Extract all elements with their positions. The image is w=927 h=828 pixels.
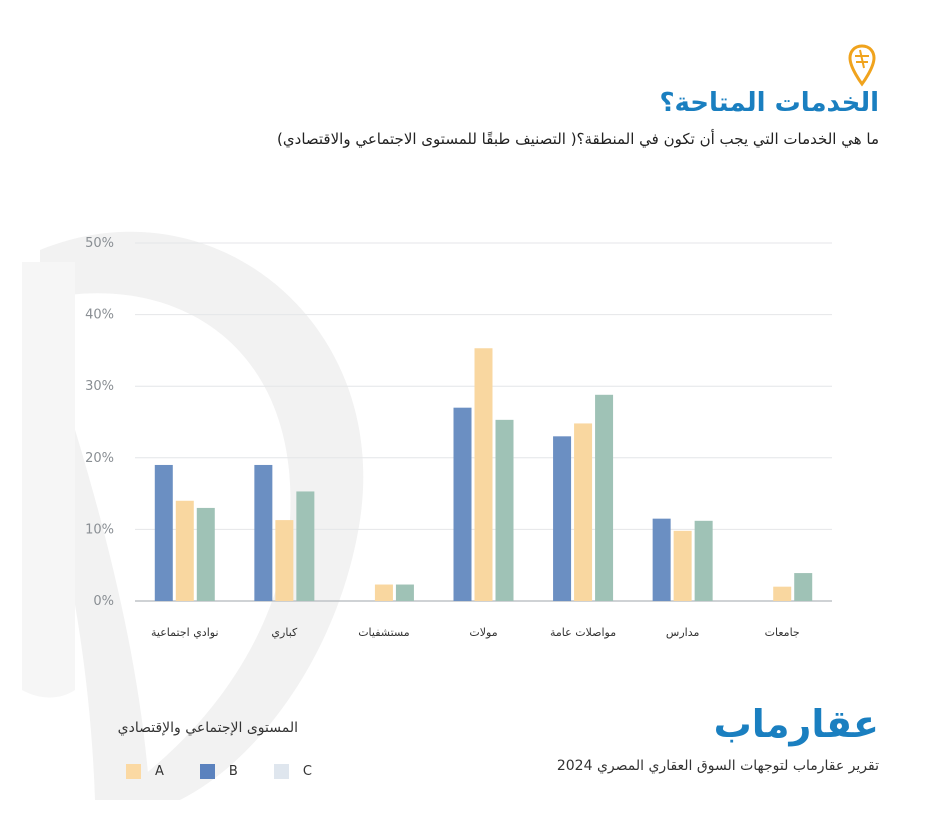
bar-c — [694, 520, 713, 601]
legend-label-b: B — [228, 764, 238, 779]
bar-b — [254, 464, 273, 601]
legend-swatch-a — [126, 764, 141, 779]
bar-a — [175, 500, 194, 601]
x-category-label: كباري — [271, 626, 298, 639]
x-category-label: مواصلات عامة — [550, 626, 616, 639]
bar-b — [553, 436, 572, 601]
legend-title: المستوى الإجتماعي والإقتصادي — [117, 720, 298, 736]
legend-label-c: C — [302, 764, 312, 779]
location-pin-icon — [848, 44, 876, 87]
bar-a — [275, 520, 294, 601]
legend-item-a: A — [126, 764, 164, 779]
bar-c — [495, 419, 514, 601]
legend-swatch-b — [199, 764, 215, 779]
y-tick-label: 40% — [85, 308, 114, 323]
page-subtitle: ما هي الخدمات التي يجب أن تكون في المنطق… — [277, 130, 879, 148]
y-tick-label: 10% — [85, 522, 114, 537]
bar-a — [374, 584, 393, 601]
report-caption: تقرير عقارماب لتوجهات السوق العقاري المص… — [556, 758, 879, 774]
bar-c — [196, 507, 215, 601]
legend-item-b: B — [199, 764, 238, 779]
bar-c — [296, 491, 315, 601]
bar-b — [154, 464, 173, 601]
legend: A B C — [126, 764, 312, 779]
bar-a — [673, 530, 692, 601]
y-tick-label: 50% — [85, 236, 114, 251]
brand-logo-text: عقارماب — [713, 702, 879, 746]
bar-a — [574, 423, 593, 601]
bar-c — [794, 573, 813, 601]
x-category-label: نوادي اجتماعية — [151, 626, 218, 639]
bar-a — [474, 348, 493, 601]
x-category-label: مدارس — [666, 626, 700, 639]
x-category-label: مولات — [469, 626, 497, 639]
bar-c — [395, 584, 414, 601]
page-title: الخدمات المتاحة؟ — [659, 88, 879, 118]
y-tick-label: 30% — [85, 379, 114, 394]
legend-item-c: C — [273, 764, 312, 779]
y-tick-label: 0% — [93, 594, 114, 609]
legend-swatch-c — [273, 764, 289, 779]
x-category-label: مستشفيات — [358, 626, 410, 639]
bar-c — [595, 394, 614, 601]
x-category-label: جامعات — [765, 626, 800, 639]
bar-a — [773, 586, 792, 601]
y-tick-label: 20% — [85, 451, 114, 466]
bar-b — [453, 407, 472, 601]
legend-label-a: A — [155, 764, 164, 779]
bar-b — [652, 518, 671, 601]
